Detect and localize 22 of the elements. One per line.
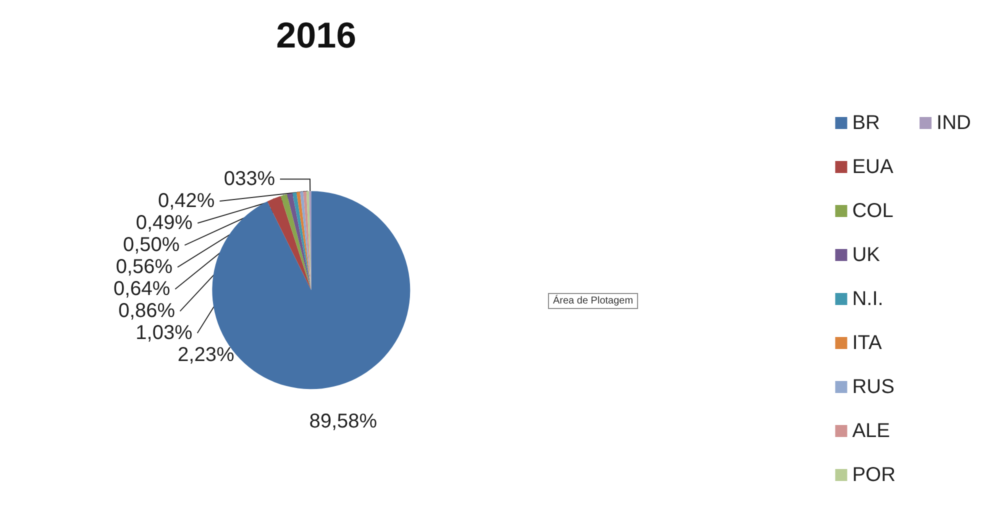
- data-label: 1,03%: [136, 322, 193, 344]
- legend-label: EUA: [852, 156, 894, 178]
- data-label: 0,64%: [113, 278, 170, 300]
- legend-label: RUS: [852, 376, 894, 398]
- legend-label: BR: [852, 112, 880, 134]
- data-label: 0,49%: [136, 212, 193, 234]
- text: Área de Plotagem: [553, 294, 634, 306]
- data-label: 0,50%: [122, 234, 180, 256]
- data-label: 0,86%: [118, 300, 176, 322]
- chart-title: 2016: [276, 14, 356, 56]
- legend-label: ALE: [852, 420, 890, 442]
- data-label: 2,23%: [178, 344, 235, 366]
- legend-label: COL: [852, 200, 894, 222]
- legend-label: POR: [852, 464, 896, 486]
- legend-label: UK: [852, 244, 881, 266]
- data-label: 89,58%: [309, 410, 378, 432]
- data-label: 033%: [224, 168, 276, 190]
- legend-label: ITA: [852, 332, 883, 354]
- data-label: 0,42%: [158, 190, 215, 212]
- data-label: 0,56%: [116, 256, 173, 278]
- legend-label: N.I.: [852, 288, 884, 310]
- legend-label: IND: [936, 112, 972, 134]
